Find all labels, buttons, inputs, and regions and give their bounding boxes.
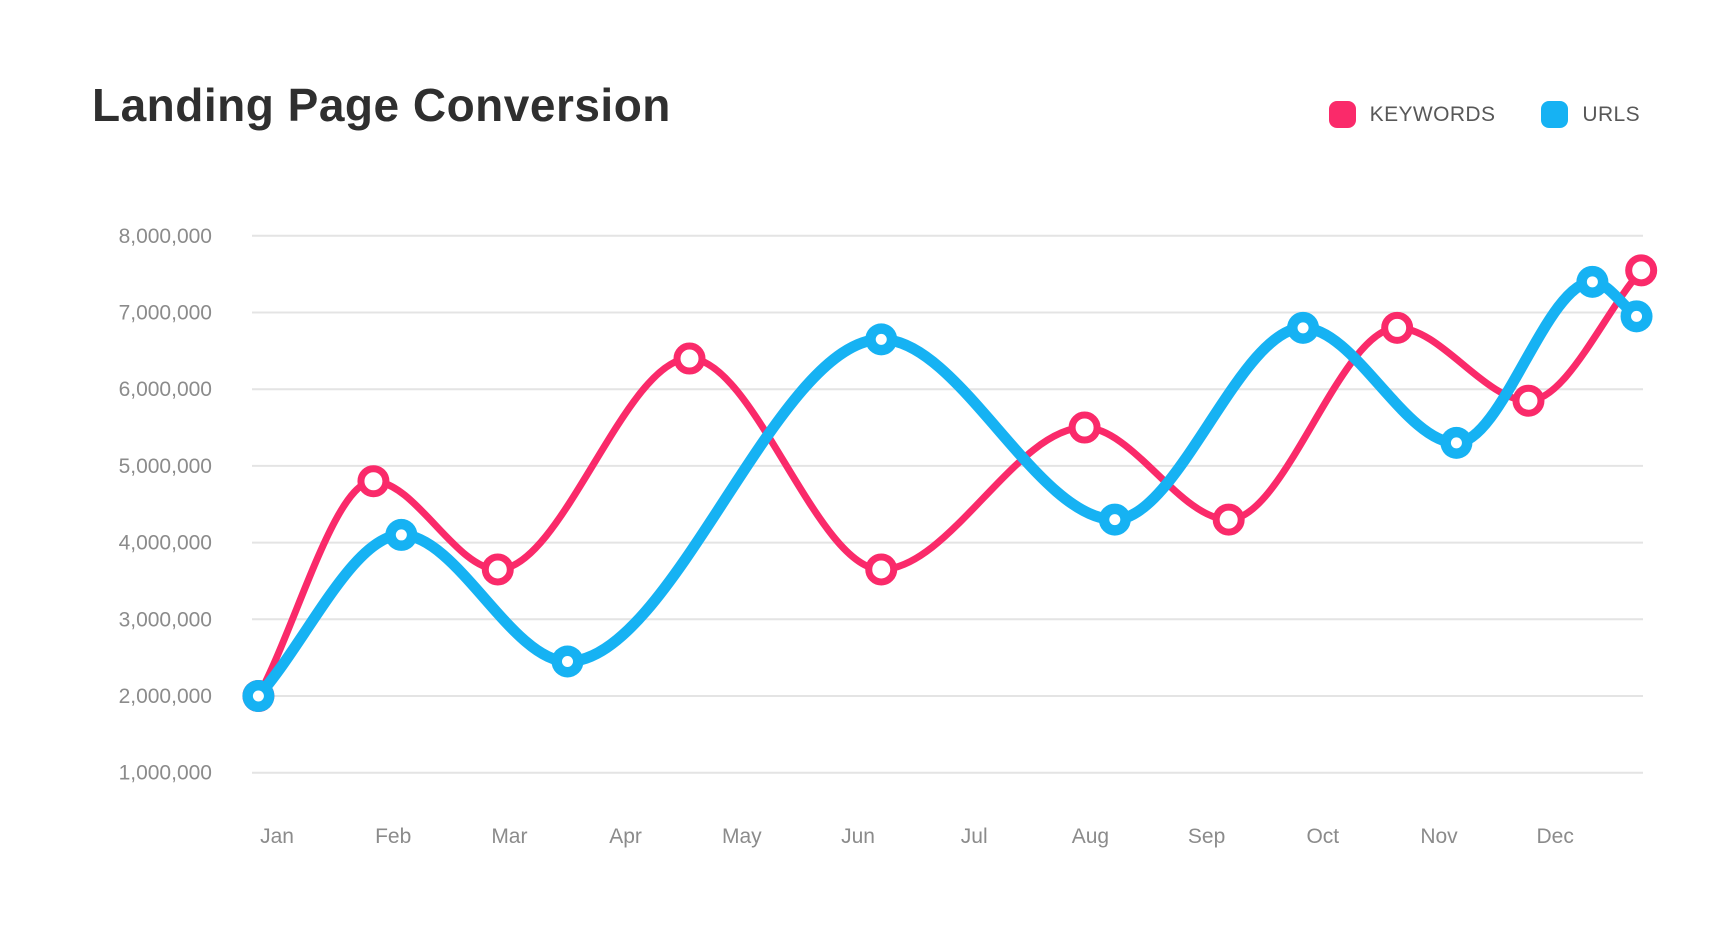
y-tick-label: 1,000,000 <box>119 762 212 785</box>
data-point-center-dot <box>562 655 573 667</box>
data-point-center-dot <box>1586 276 1598 288</box>
data-point-center-dot <box>252 690 264 702</box>
y-tick-label: 6,000,000 <box>119 378 212 401</box>
x-tick-label: Feb <box>375 825 411 848</box>
data-point-center-dot <box>1297 322 1309 334</box>
x-tick-label: Dec <box>1537 825 1574 848</box>
legend: KEYWORDS URLS <box>1328 101 1640 128</box>
x-tick-label: Mar <box>491 825 527 848</box>
urls-swatch-icon <box>1541 101 1569 128</box>
data-point-keywords <box>865 553 898 586</box>
x-tick-label: Jan <box>260 825 294 848</box>
y-tick-label: 4,000,000 <box>119 532 212 555</box>
data-point-keywords <box>1068 411 1101 444</box>
y-tick-label: 8,000,000 <box>119 225 212 248</box>
x-tick-label: Jul <box>961 825 988 848</box>
x-tick-label: Oct <box>1306 825 1339 848</box>
data-point-keywords <box>1625 254 1658 287</box>
data-point-center-dot <box>875 333 887 345</box>
data-point-center-dot <box>1109 514 1121 526</box>
y-tick-label: 3,000,000 <box>119 608 212 631</box>
page-title: Landing Page Conversion <box>92 79 671 131</box>
data-point-keywords <box>1512 384 1545 417</box>
data-point-keywords <box>481 553 514 586</box>
x-tick-label: Sep <box>1188 825 1225 848</box>
y-tick-label: 7,000,000 <box>119 302 212 325</box>
data-point-keywords <box>673 342 706 375</box>
data-point-center-dot <box>395 529 407 541</box>
data-point-center-dot <box>1450 437 1462 449</box>
legend-item-keywords: KEYWORDS <box>1328 101 1496 128</box>
series-line-keywords <box>254 266 1645 700</box>
x-tick-label: Nov <box>1420 825 1458 848</box>
legend-label-keywords: KEYWORDS <box>1369 102 1496 126</box>
data-point-center-dot <box>1631 310 1643 322</box>
x-tick-label: May <box>722 825 762 848</box>
keywords-swatch-icon <box>1328 101 1356 128</box>
x-tick-label: Apr <box>609 825 642 848</box>
series-line-urls <box>252 276 1643 702</box>
data-point-keywords <box>1381 311 1414 344</box>
legend-label-urls: URLS <box>1582 102 1640 126</box>
legend-item-urls: URLS <box>1541 101 1640 128</box>
data-point-keywords <box>1212 503 1245 536</box>
y-tick-label: 5,000,000 <box>119 455 212 478</box>
x-tick-label: Jun <box>841 825 875 848</box>
data-point-keywords <box>357 465 390 498</box>
y-tick-label: 2,000,000 <box>119 685 212 708</box>
x-tick-label: Aug <box>1072 825 1109 848</box>
